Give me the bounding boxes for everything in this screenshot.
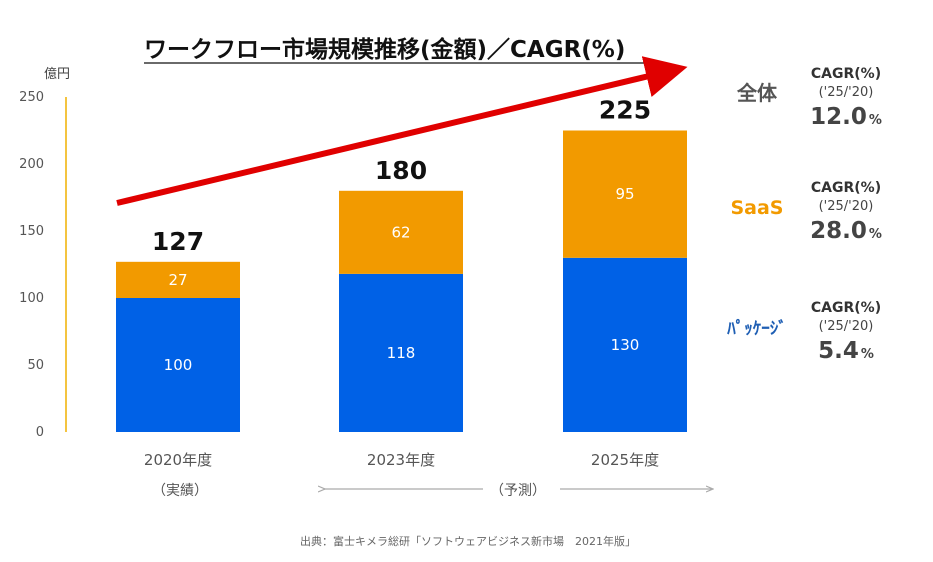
cagr-period: ('25/'20) bbox=[819, 199, 874, 214]
cagr-category-name: 全体 bbox=[736, 81, 778, 105]
y-axis-unit: 億円 bbox=[44, 66, 70, 82]
cagr-period: ('25/'20) bbox=[819, 319, 874, 334]
bars-group: 100 27 127 118 62 180 130 95 225 bbox=[116, 96, 687, 432]
y-axis-ticks: 0 50 100 150 200 250 bbox=[19, 90, 44, 440]
bar-total-label: 127 bbox=[152, 227, 204, 256]
x-axis-labels: 2020年度 2023年度 2025年度 bbox=[144, 451, 659, 469]
segment-value-label: 27 bbox=[168, 271, 187, 289]
cagr-value: 28.0% bbox=[810, 218, 882, 244]
chart-title: ワークフロー市場規模推移(金額)／CAGR(%) bbox=[144, 36, 625, 63]
y-tick-label: 100 bbox=[19, 291, 44, 306]
y-tick-label: 50 bbox=[27, 358, 44, 373]
segment-value-label: 118 bbox=[387, 344, 416, 362]
segment-value-label: 95 bbox=[615, 185, 634, 203]
forecast-period-label: （予測） bbox=[490, 483, 546, 499]
bar-segment bbox=[563, 257, 687, 432]
y-tick-label: 150 bbox=[19, 224, 44, 239]
y-tick-label: 0 bbox=[36, 425, 44, 440]
cagr-panel: 全体 CAGR(%) ('25/'20) 12.0 % SaaS CAGR(%) ('25/'… bbox=[726, 66, 882, 364]
segment-value-label: 100 bbox=[164, 356, 193, 374]
cagr-header: CAGR(%) bbox=[811, 180, 881, 196]
x-category-label: 2025年度 bbox=[591, 451, 659, 469]
source-note: 出典：富士キメラ総研「ソフトウェアビジネス新市場 2021年版」 bbox=[300, 534, 636, 548]
bar-segment bbox=[116, 298, 240, 432]
bar-segment bbox=[116, 261, 240, 298]
cagr-period: ('25/'20) bbox=[819, 85, 874, 100]
segment-value-label: 62 bbox=[391, 223, 410, 241]
bar-total-label: 180 bbox=[375, 156, 427, 185]
bar-segment bbox=[339, 273, 463, 432]
growth-trend-arrow bbox=[116, 56, 688, 206]
bar-segment bbox=[563, 130, 687, 258]
cagr-header: CAGR(%) bbox=[811, 66, 881, 82]
cagr-value: 5.4% bbox=[818, 338, 874, 364]
cagr-category-name: ﾊﾟｯｹｰｼﾞ bbox=[726, 318, 787, 339]
x-category-label: 2020年度 bbox=[144, 451, 212, 469]
cagr-value: 12.0% bbox=[810, 104, 882, 130]
cagr-category-name: SaaS bbox=[730, 197, 783, 219]
actual-period-label: （実績） bbox=[152, 483, 208, 499]
x-category-label: 2023年度 bbox=[367, 451, 435, 469]
bar-segment bbox=[339, 190, 463, 274]
bar-total-label: 225 bbox=[599, 96, 651, 125]
segment-value-label: 130 bbox=[611, 336, 640, 354]
y-tick-label: 200 bbox=[19, 157, 44, 172]
cagr-header: CAGR(%) bbox=[811, 300, 881, 316]
y-tick-label: 250 bbox=[19, 90, 44, 105]
